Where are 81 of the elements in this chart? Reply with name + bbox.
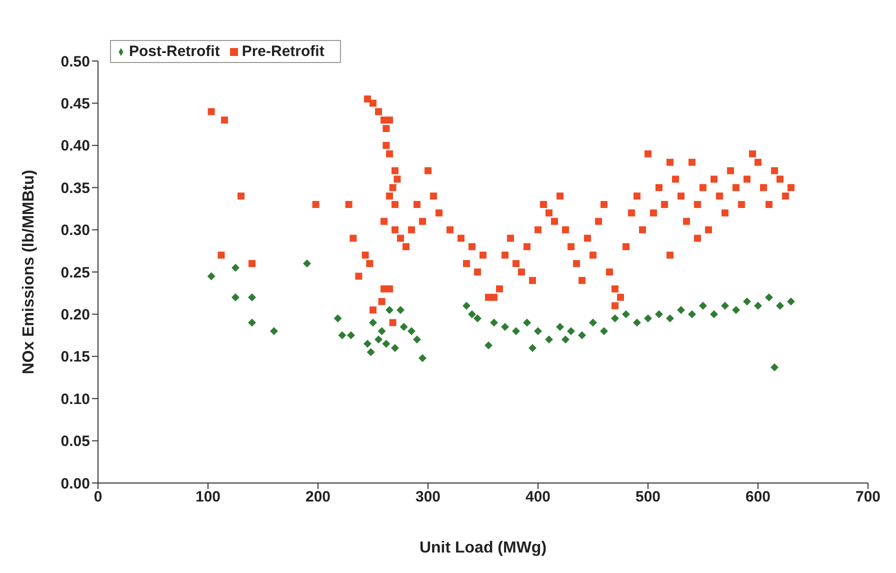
point [710, 310, 718, 318]
point [248, 293, 256, 302]
point [666, 314, 674, 322]
point [366, 348, 375, 356]
point [374, 336, 382, 344]
point [534, 327, 542, 336]
x-tick-label: 100 [195, 488, 221, 506]
point [270, 327, 278, 336]
point [207, 272, 216, 280]
point [501, 322, 509, 331]
x-tick-label: 600 [745, 488, 771, 506]
point [468, 310, 476, 318]
point [633, 318, 641, 327]
y-tick-label: 0.15 [60, 348, 90, 366]
point [589, 318, 597, 327]
point [413, 336, 421, 344]
y-tick-label: 0.00 [60, 475, 90, 492]
point [512, 327, 520, 336]
legend-label: Post-Retrofit [129, 43, 220, 60]
point [232, 264, 240, 272]
point [600, 327, 608, 336]
point [382, 340, 390, 348]
point [334, 314, 342, 322]
point [688, 310, 696, 318]
point [523, 318, 531, 327]
y-tick-label: 0.45 [60, 96, 90, 113]
point [721, 302, 729, 310]
point [391, 344, 399, 352]
point [787, 298, 795, 306]
x-tick-label: 0 [94, 488, 102, 506]
point [732, 306, 740, 314]
x-tick-label: 300 [415, 488, 441, 506]
point [776, 302, 784, 310]
point [369, 318, 377, 327]
point [644, 314, 652, 322]
point [303, 260, 311, 268]
y-tick-label: 0.40 [60, 138, 90, 155]
y-tick-label: 0.05 [60, 433, 90, 450]
point [611, 314, 619, 322]
y-tick-label: 0.50 [60, 53, 90, 70]
point [396, 306, 404, 314]
point [567, 327, 575, 336]
point [400, 322, 408, 331]
point [347, 331, 355, 340]
y-tick-label: 0.20 [60, 306, 90, 324]
point [528, 344, 536, 352]
point [364, 340, 372, 348]
point [474, 314, 482, 322]
point [578, 331, 586, 340]
point [677, 306, 685, 314]
x-tick-label: 700 [855, 488, 881, 506]
point [562, 336, 570, 344]
point [232, 293, 240, 302]
point [655, 310, 663, 318]
y-tick-label: 0.35 [60, 180, 90, 197]
point [484, 341, 492, 350]
point [545, 336, 553, 344]
x-tick-label: 400 [525, 488, 551, 506]
point [248, 318, 256, 327]
point [765, 293, 773, 302]
x-axis-title: Unit Load (MWg) [419, 539, 547, 556]
point [622, 310, 630, 318]
x-tick-label: 500 [635, 488, 661, 506]
legend-label: Pre-Retrofit [242, 43, 324, 60]
y-tick-label: 0.30 [60, 222, 90, 240]
point [743, 298, 751, 306]
y-axis-title: NOx Emissions (lb/MMBtu) [20, 170, 38, 374]
point [770, 363, 778, 372]
point [699, 302, 707, 310]
point [754, 302, 762, 310]
y-tick-label: 0.10 [60, 390, 90, 408]
point [338, 331, 346, 340]
point [490, 318, 498, 327]
point [418, 354, 426, 362]
point [462, 302, 470, 310]
point [386, 306, 394, 314]
y-tick-label: 0.25 [60, 264, 90, 282]
point [556, 322, 564, 331]
point [408, 327, 416, 336]
x-tick-label: 200 [305, 488, 331, 506]
point [378, 327, 386, 336]
